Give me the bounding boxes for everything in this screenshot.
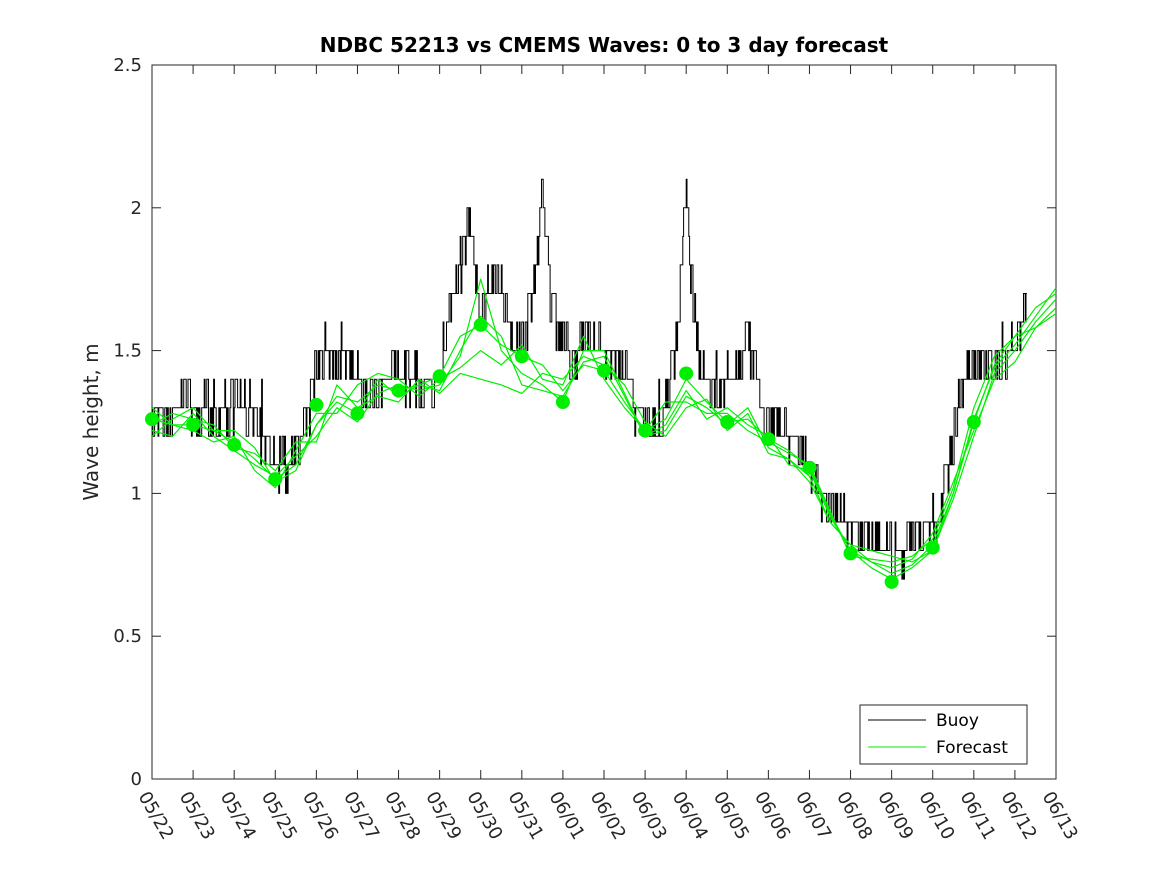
plot-area [145,64,1057,780]
buoy-series-line [152,178,1027,580]
forecast-point [514,349,529,364]
legend-box [859,704,1028,765]
y-tick-label: 1.5 [113,341,142,362]
forecast-point [145,412,159,427]
forecast-point [432,369,447,384]
forecast-point [227,437,242,452]
legend-buoy-label: Buoy [936,711,979,731]
forecast-point [761,432,776,447]
y-tick-label: 2.5 [113,55,142,76]
forecast-point [720,415,735,429]
y-axis-label: Wave height, m [79,343,103,500]
forecast-point [597,363,611,378]
y-tick-label: 0 [131,769,142,790]
y-tick-label: 0.5 [113,626,142,647]
forecast-point [966,415,981,429]
forecast-point [350,406,365,421]
forecast-point [884,574,899,589]
forecast-point [802,460,817,475]
forecast-point [843,546,858,561]
forecast-series-line [151,278,1057,563]
forecast-point [679,366,694,381]
y-tick-label: 1 [131,483,142,504]
forecast-point [555,395,570,410]
forecast-point [186,417,201,432]
forecast-series-line [151,313,1057,563]
y-axis-ticks: 0 0.5 1 1.5 2 2.5 [113,55,1056,790]
forecast-point [638,423,653,438]
legend: Buoy Forecast [859,704,1028,765]
forecast-point [925,540,940,555]
legend-forecast-label: Forecast [936,738,1008,758]
y-tick-label: 2 [131,198,142,219]
chart-title: NDBC 52213 vs CMEMS Waves: 0 to 3 day fo… [320,33,889,57]
forecast-point [473,317,488,332]
forecast-series-line [151,287,1057,580]
forecast-point [268,472,283,487]
forecast-point [391,383,406,398]
forecast-point [309,397,324,412]
